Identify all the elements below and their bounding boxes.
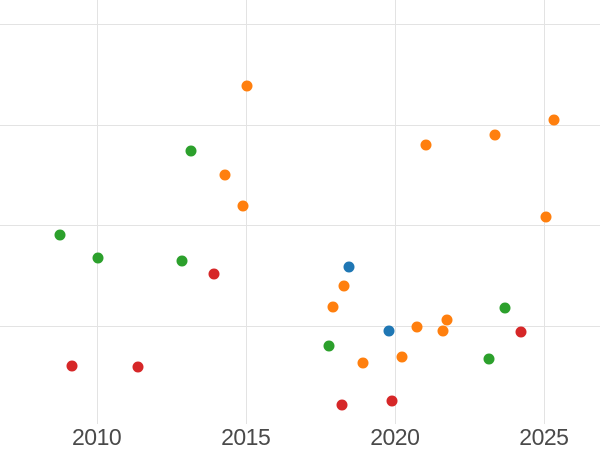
horizontal-gridline	[0, 124, 600, 126]
data-point-green	[499, 302, 511, 314]
x-tick-label: 2015	[221, 424, 271, 450]
horizontal-gridline	[0, 225, 600, 227]
x-tick-label: 2010	[72, 424, 122, 450]
x-tick-label: 2025	[519, 424, 569, 450]
data-point-red	[515, 326, 527, 338]
data-point-orange	[489, 129, 501, 141]
data-point-green	[185, 145, 197, 157]
vertical-gridline	[96, 0, 98, 424]
data-point-orange	[420, 139, 432, 151]
data-point-red	[208, 268, 220, 280]
data-point-orange	[237, 200, 249, 211]
data-point-orange	[396, 351, 408, 363]
data-point-orange	[327, 301, 339, 313]
data-point-orange	[441, 314, 453, 326]
x-axis: 2010 2015 2020 2025	[0, 424, 600, 450]
plot-area	[0, 0, 600, 424]
data-point-green	[483, 353, 495, 365]
data-point-orange	[437, 325, 449, 337]
x-tick-label: 2020	[370, 424, 420, 450]
data-point-blue	[343, 261, 355, 273]
data-point-green	[323, 340, 335, 352]
data-point-green	[92, 252, 104, 264]
horizontal-gridline	[0, 24, 600, 26]
vertical-gridline	[394, 0, 396, 424]
data-point-red	[386, 395, 398, 407]
data-point-green	[54, 229, 66, 241]
vertical-gridline	[245, 0, 247, 424]
data-point-orange	[219, 169, 231, 181]
data-point-orange	[357, 357, 369, 369]
data-point-green	[176, 255, 188, 267]
data-point-orange	[411, 321, 423, 333]
data-point-red	[132, 361, 144, 373]
data-point-orange	[241, 80, 252, 92]
data-point-red	[336, 399, 348, 411]
data-point-blue	[383, 325, 395, 337]
data-point-orange	[548, 114, 560, 126]
data-point-red	[66, 360, 78, 372]
horizontal-gridline	[0, 325, 600, 327]
data-point-orange	[338, 280, 350, 292]
data-point-orange	[540, 211, 552, 223]
